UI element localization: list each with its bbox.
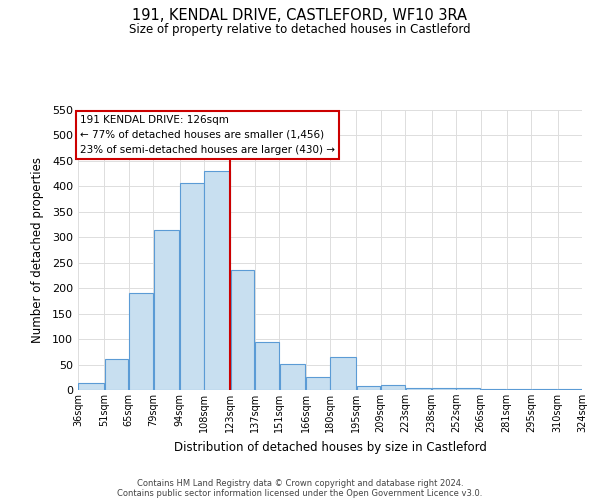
- Bar: [507, 389, 531, 390]
- Text: 191, KENDAL DRIVE, CASTLEFORD, WF10 3RA: 191, KENDAL DRIVE, CASTLEFORD, WF10 3RA: [133, 8, 467, 22]
- Bar: [432, 388, 455, 390]
- Bar: [255, 342, 279, 390]
- Bar: [104, 360, 128, 390]
- Bar: [532, 389, 557, 390]
- Bar: [558, 389, 581, 390]
- Bar: [230, 270, 254, 390]
- Bar: [331, 357, 356, 390]
- Bar: [129, 294, 153, 390]
- Text: Size of property relative to detached houses in Castleford: Size of property relative to detached ho…: [129, 22, 471, 36]
- Bar: [205, 171, 230, 390]
- Text: Contains HM Land Registry data © Crown copyright and database right 2024.: Contains HM Land Registry data © Crown c…: [137, 478, 463, 488]
- Bar: [306, 378, 329, 390]
- Bar: [457, 388, 480, 390]
- Bar: [79, 384, 104, 390]
- Text: Contains public sector information licensed under the Open Government Licence v3: Contains public sector information licen…: [118, 488, 482, 498]
- Bar: [280, 364, 305, 390]
- Bar: [381, 385, 405, 390]
- X-axis label: Distribution of detached houses by size in Castleford: Distribution of detached houses by size …: [173, 440, 487, 454]
- Bar: [406, 388, 431, 390]
- Bar: [154, 230, 179, 390]
- Text: 191 KENDAL DRIVE: 126sqm
← 77% of detached houses are smaller (1,456)
23% of sem: 191 KENDAL DRIVE: 126sqm ← 77% of detach…: [80, 115, 335, 154]
- Bar: [356, 386, 380, 390]
- Y-axis label: Number of detached properties: Number of detached properties: [31, 157, 44, 343]
- Bar: [481, 389, 506, 390]
- Bar: [180, 183, 203, 390]
